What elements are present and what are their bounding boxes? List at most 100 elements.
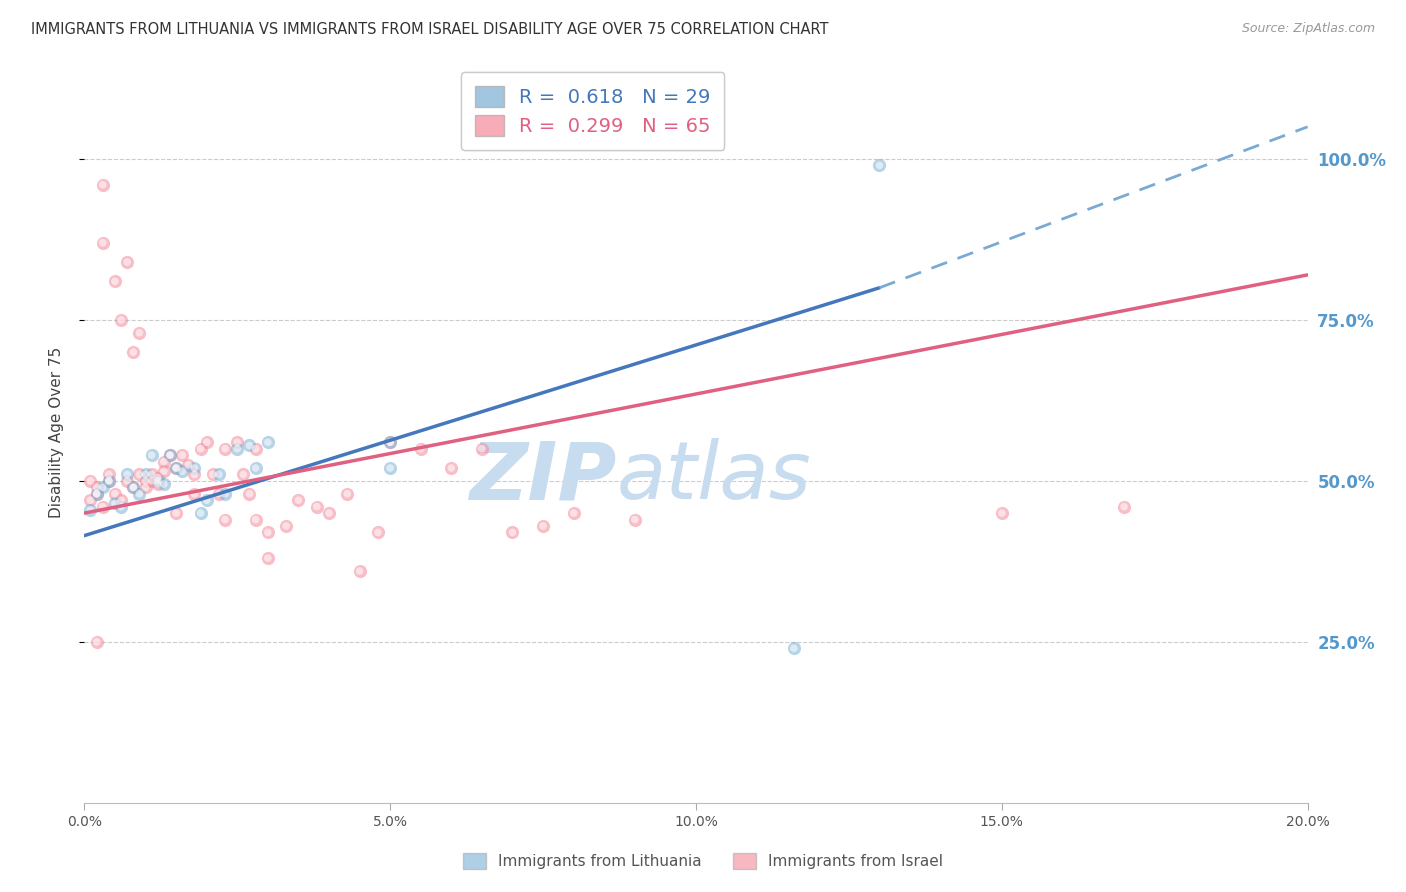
Point (128, 326, 150, 340)
Point (195, 493, 218, 508)
Point (245, 442, 267, 456)
Point (79, 493, 101, 508)
Point (110, 493, 132, 508)
Point (183, 461, 205, 475)
Point (245, 461, 267, 475)
Point (165, 461, 187, 475)
Point (104, 274, 127, 288)
Point (502, 525, 524, 540)
Point (122, 480, 145, 494)
Point (97, 467, 120, 482)
Point (153, 477, 176, 491)
Point (86, 480, 108, 494)
Point (190, 506, 212, 520)
Point (991, 506, 1014, 520)
Text: Source: ZipAtlas.com: Source: ZipAtlas.com (1241, 22, 1375, 36)
Point (208, 467, 231, 482)
Point (97, 474, 120, 488)
Point (115, 467, 138, 482)
Point (79, 474, 101, 488)
Point (287, 493, 309, 508)
Point (122, 480, 145, 494)
Point (110, 493, 132, 508)
Point (122, 345, 145, 359)
Point (257, 551, 280, 566)
Point (190, 506, 212, 520)
Point (91, 178, 114, 192)
Point (159, 448, 181, 462)
Point (91, 500, 114, 514)
Point (208, 467, 231, 482)
Point (141, 467, 163, 482)
Point (214, 442, 236, 456)
Point (562, 506, 585, 520)
Point (226, 442, 249, 456)
Point (122, 480, 145, 494)
Point (238, 487, 260, 501)
Point (195, 435, 218, 450)
Point (141, 467, 163, 482)
Point (232, 467, 254, 482)
Point (159, 448, 181, 462)
Point (409, 442, 432, 456)
Point (245, 442, 267, 456)
Text: IMMIGRANTS FROM LITHUANIA VS IMMIGRANTS FROM ISRAEL DISABILITY AGE OVER 75 CORRE: IMMIGRANTS FROM LITHUANIA VS IMMIGRANTS … (31, 22, 828, 37)
Legend: R =  0.618   N = 29, R =  0.299   N = 65: R = 0.618 N = 29, R = 0.299 N = 65 (461, 72, 724, 150)
Point (97, 474, 120, 488)
Point (153, 464, 176, 478)
Point (531, 519, 554, 533)
Point (141, 474, 163, 488)
Point (257, 551, 280, 566)
Point (91, 480, 114, 494)
Point (128, 467, 150, 482)
Point (86, 480, 108, 494)
Point (146, 477, 169, 491)
Point (336, 487, 359, 501)
Point (79, 503, 101, 517)
Point (226, 442, 249, 456)
Point (115, 474, 138, 488)
Point (122, 345, 145, 359)
Point (159, 448, 181, 462)
Point (153, 477, 176, 491)
Point (214, 512, 236, 526)
Point (172, 448, 194, 462)
Point (165, 461, 187, 475)
Point (141, 448, 163, 462)
Point (146, 471, 169, 485)
Point (135, 474, 157, 488)
Point (226, 435, 249, 450)
Text: atlas: atlas (616, 438, 811, 516)
Point (128, 326, 150, 340)
Point (177, 458, 200, 472)
Point (380, 435, 402, 450)
Point (238, 438, 260, 452)
Point (183, 467, 205, 482)
Point (165, 506, 187, 520)
Point (141, 474, 163, 488)
Point (238, 487, 260, 501)
Point (440, 461, 463, 475)
Point (349, 564, 371, 578)
Point (86, 635, 108, 649)
Point (1114, 500, 1136, 514)
Point (159, 448, 181, 462)
Point (91, 178, 114, 192)
Point (318, 506, 340, 520)
Point (991, 506, 1014, 520)
Point (153, 454, 176, 468)
Point (305, 500, 328, 514)
Point (110, 313, 132, 327)
Text: ZIP: ZIP (470, 438, 616, 516)
Point (104, 487, 127, 501)
Point (135, 480, 157, 494)
Point (172, 464, 194, 478)
Point (135, 480, 157, 494)
Point (146, 474, 169, 488)
Point (79, 503, 101, 517)
Point (208, 487, 231, 501)
Point (624, 512, 647, 526)
Point (367, 525, 389, 540)
Point (128, 467, 150, 482)
Point (214, 487, 236, 501)
